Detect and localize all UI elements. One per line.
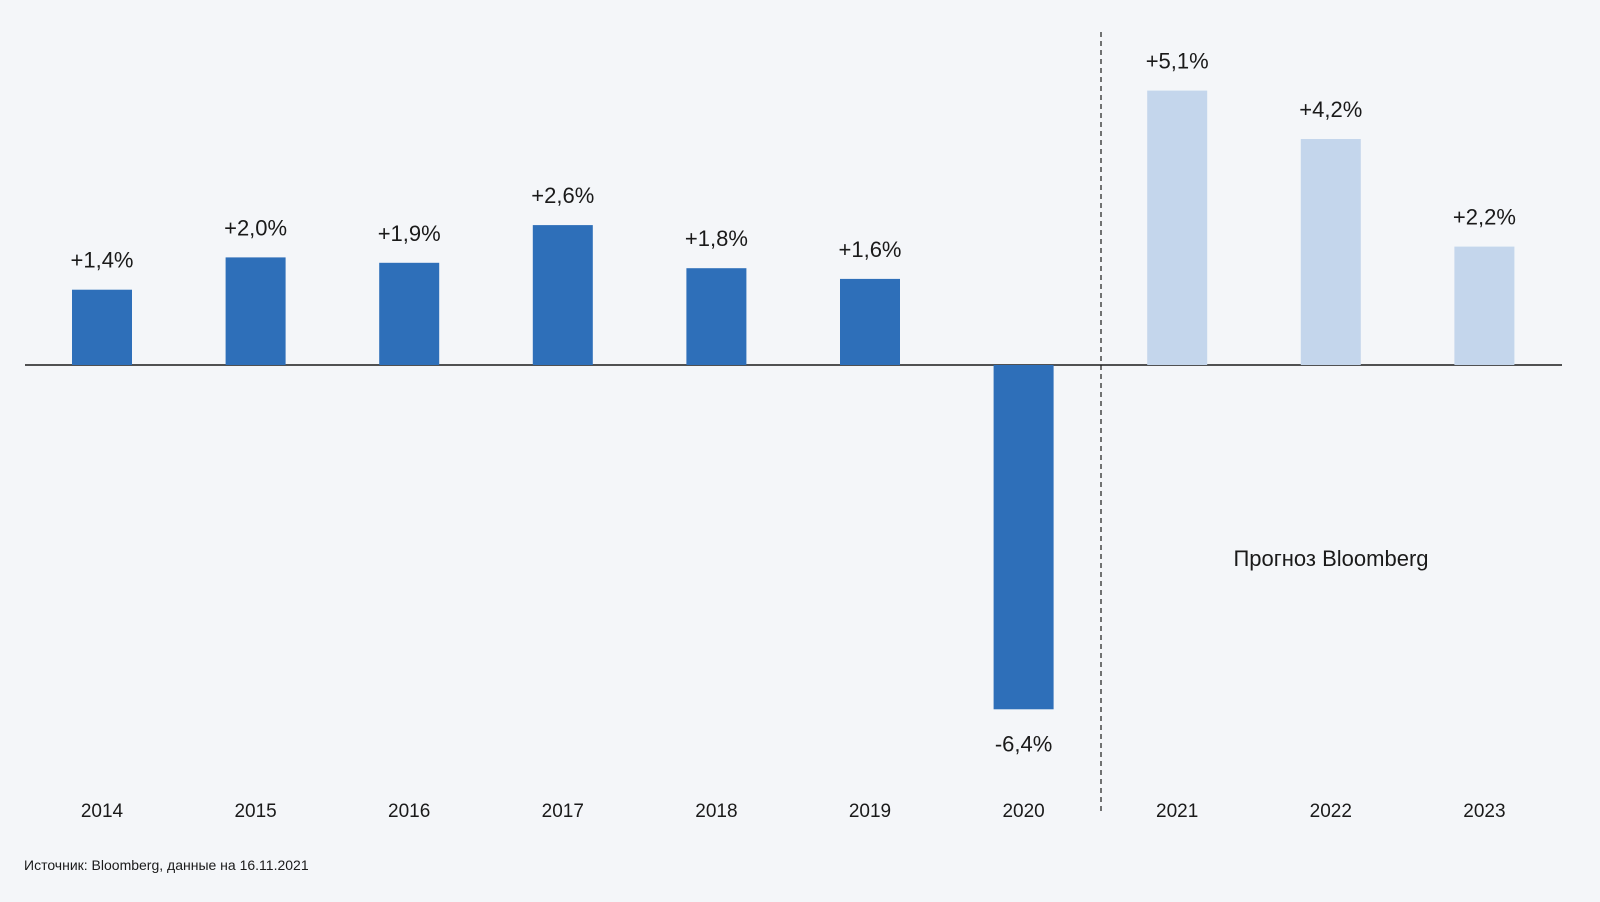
x-tick-label-2014: 2014 [81, 801, 124, 822]
x-tick-label-2020: 2020 [1002, 801, 1044, 822]
x-tick-label-2016: 2016 [388, 801, 430, 822]
x-tick-label-2023: 2023 [1463, 801, 1505, 822]
bar-2016 [379, 262, 440, 365]
value-label-2015: +2,0% [224, 215, 287, 240]
value-label-2022: +4,2% [1299, 97, 1362, 122]
x-tick-label-2015: 2015 [234, 801, 276, 822]
value-label-2018: +1,8% [685, 226, 748, 251]
forecast-annotation: Прогноз Bloomberg [1233, 546, 1428, 571]
source-note: Источник: Bloomberg, данные на 16.11.202… [24, 857, 309, 873]
x-tick-label-2017: 2017 [542, 801, 584, 822]
value-label-2020: -6,4% [995, 731, 1052, 756]
value-label-2017: +2,6% [531, 183, 594, 208]
value-label-2019: +1,6% [839, 237, 902, 262]
x-tick-label-2019: 2019 [849, 801, 891, 822]
value-labels-group: +1,4% +2,0% +1,9% +2,6% +1,8% +1,6% -6,4% +5,1%… [71, 49, 1516, 757]
bar-2022 [1300, 139, 1361, 365]
x-tick-labels-group: 2014 2015 2016 2017 2018 2019 2020 2021 2022 2023 [81, 801, 1506, 822]
bar-2019 [840, 278, 900, 365]
bar-2017 [532, 225, 593, 365]
bar-2018 [686, 268, 747, 365]
bar-2021 [1147, 90, 1208, 365]
x-tick-label-2022: 2022 [1310, 801, 1352, 822]
value-label-2023: +2,2% [1453, 205, 1516, 230]
bar-2014 [72, 289, 132, 365]
bar-2015 [225, 257, 286, 365]
bar-2020 [993, 365, 1054, 710]
value-label-2021: +5,1% [1146, 49, 1209, 74]
value-label-2016: +1,9% [378, 221, 441, 246]
value-label-2014: +1,4% [71, 248, 134, 273]
bars-group [72, 90, 1515, 710]
x-tick-label-2018: 2018 [695, 801, 737, 822]
bar-2023 [1454, 246, 1515, 365]
x-tick-label-2021: 2021 [1156, 801, 1198, 822]
